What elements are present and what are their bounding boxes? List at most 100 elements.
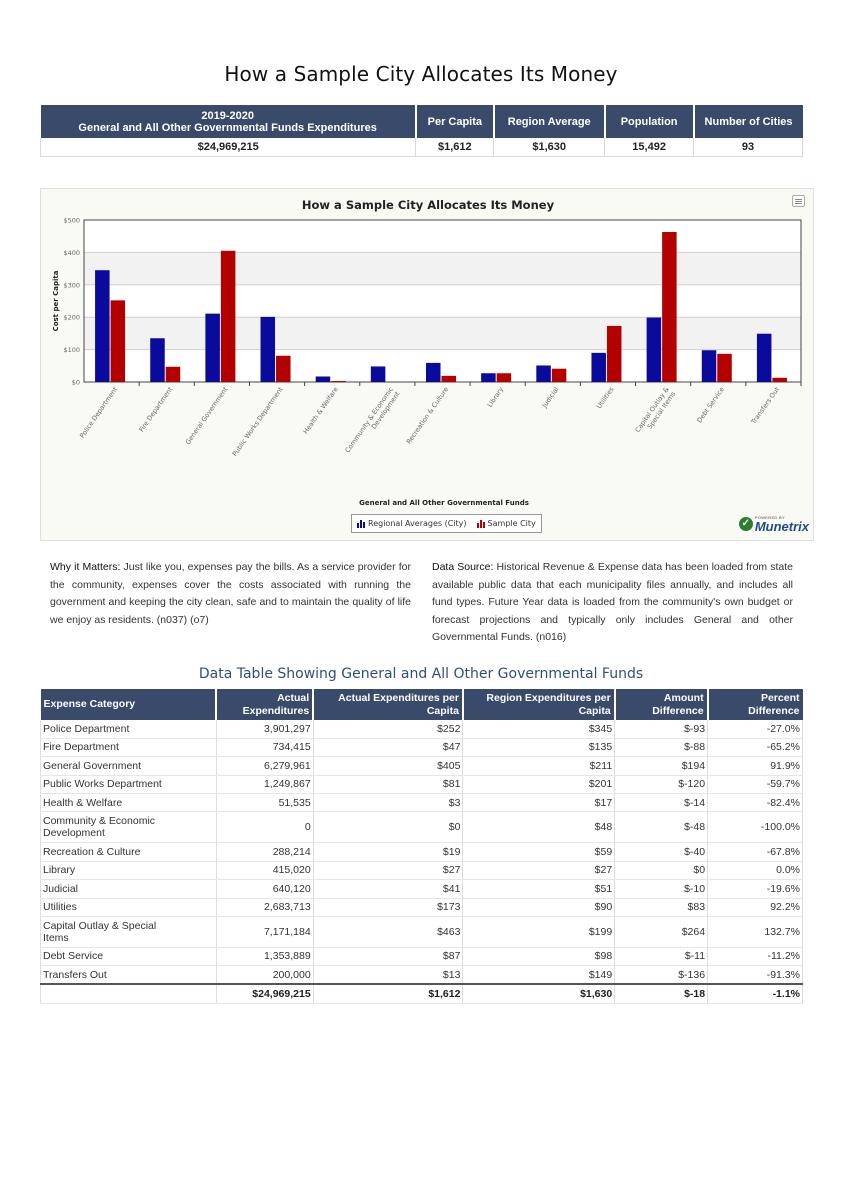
cell-percent: -65.2% xyxy=(707,738,803,758)
bar-chart: $0 $100 $200 $300 $400 $500 Police Department F… xyxy=(52,198,802,507)
table-row: Community & Economic Development 0 $0 $48 $-… xyxy=(40,811,803,844)
summary-number-of-cities-value: 93 xyxy=(693,138,803,157)
cell-category: Capital Outlay & Special Items xyxy=(40,916,217,949)
page-title: How a Sample City Allocates Its Money xyxy=(224,62,618,86)
cell-category: Utilities xyxy=(40,898,217,918)
summary-header-population: Population xyxy=(604,105,695,138)
bar-chart-icon xyxy=(357,519,365,528)
cell-actual: 415,020 xyxy=(216,861,314,881)
header-region-per-capita: Region Expenditures per Capita xyxy=(462,689,616,720)
checkmark-shield-icon: ✓ xyxy=(738,517,753,531)
legend-label-regional: Regional Averages (City) xyxy=(368,519,467,528)
cell-amount: $-14 xyxy=(614,793,709,813)
cell-actual: 7,171,184 xyxy=(216,916,314,949)
cell-amount: $264 xyxy=(614,916,709,949)
legend-item-regional[interactable]: Regional Averages (City) xyxy=(357,519,467,528)
data-table-body: Police Department 3,901,297 $252 $345 $-93 -2… xyxy=(40,720,803,1004)
cell-category: Public Works Department xyxy=(40,775,217,795)
cell-percent: -11.2% xyxy=(707,947,803,967)
table-row: Public Works Department 1,249,867 $81 $201 $… xyxy=(40,775,803,795)
data-table: Expense Category Actual Expenditures Actu… xyxy=(40,689,803,1004)
summary-per-capita-value: $1,612 xyxy=(415,138,495,157)
cell-category xyxy=(40,983,217,1004)
cell-actual: 640,120 xyxy=(216,879,314,899)
cell-region: $98 xyxy=(462,947,616,967)
plot-area xyxy=(84,220,801,382)
bar-regional xyxy=(701,350,717,382)
summary-header-expenditures: 2019-2020 General and All Other Governme… xyxy=(40,105,417,138)
summary-header-number-of-cities: Number of Cities xyxy=(693,105,803,138)
cell-percent: 0.0% xyxy=(707,861,803,881)
table-row: Health & Welfare 51,535 $3 $17 $-14 -82.4% xyxy=(40,793,803,813)
bar-regional xyxy=(260,316,276,382)
y-tick-label: $0 xyxy=(72,379,80,387)
header-actual-per-capita: Actual Expenditures per Capita xyxy=(313,689,464,720)
bar-regional xyxy=(370,366,386,382)
table-row: Library 415,020 $27 $27 $0 0.0% xyxy=(40,861,803,881)
bar-regional xyxy=(205,313,220,382)
x-tick-label: Utilities xyxy=(595,385,616,410)
cell-region: $1,630 xyxy=(462,983,616,1004)
cell-per-capita: $13 xyxy=(313,965,464,985)
cell-percent: -59.7% xyxy=(707,775,803,795)
y-tick-label: $100 xyxy=(63,346,80,354)
grid-band xyxy=(84,317,801,350)
y-tick-label: $200 xyxy=(63,314,80,322)
x-tick-label: Police Department xyxy=(78,385,119,439)
cell-actual: 3,901,297 xyxy=(216,720,314,739)
cell-actual: 734,415 xyxy=(216,738,314,758)
table-row: Fire Department 734,415 $47 $135 $-88 -65.2% xyxy=(40,738,803,758)
bar-regional xyxy=(591,352,606,382)
bar-regional xyxy=(315,376,331,382)
logo-name: Munetrix xyxy=(754,519,809,534)
x-tick-label: Fire Department xyxy=(137,385,174,433)
cell-per-capita: $405 xyxy=(313,756,464,776)
cell-category: Police Department xyxy=(40,720,217,739)
bar-regional xyxy=(95,270,110,382)
header-percent-difference: Percent Difference xyxy=(707,689,803,720)
cell-per-capita: $27 xyxy=(313,861,464,881)
cell-actual: 288,214 xyxy=(216,842,314,862)
cell-amount: $-136 xyxy=(614,965,709,985)
cell-amount: $-10 xyxy=(614,879,709,899)
y-tick-label: $400 xyxy=(63,249,80,257)
cell-amount: $-120 xyxy=(614,775,709,795)
cell-per-capita: $47 xyxy=(313,738,464,758)
cell-region: $90 xyxy=(462,898,616,918)
munetrix-logo: ✓ POWERED BY Munetrix xyxy=(738,515,809,534)
y-tick-label: $300 xyxy=(63,281,80,289)
cell-category: Recreation & Culture xyxy=(40,842,217,862)
bar-regional xyxy=(646,317,662,382)
cell-per-capita: $173 xyxy=(313,898,464,918)
bar-regional xyxy=(481,373,496,382)
x-tick-label: Recreation & Culture xyxy=(405,386,450,446)
table-row: Capital Outlay & Special Items 7,171,184 $… xyxy=(40,916,803,949)
hamburger-menu-icon[interactable] xyxy=(792,195,805,207)
cell-region: $211 xyxy=(462,756,616,776)
chart-container: $0 $100 $200 $300 $400 $500 Police Department F… xyxy=(40,188,814,541)
cell-percent: -67.8% xyxy=(707,842,803,862)
data-source-paragraph: Data Source: Historical Revenue & Expens… xyxy=(432,559,793,647)
legend-item-sample-city[interactable]: Sample City xyxy=(476,519,536,528)
cell-percent: -82.4% xyxy=(707,793,803,813)
x-tick-label: Transfers Out xyxy=(749,385,781,426)
bar-sample-city xyxy=(276,355,291,382)
cell-actual: 51,535 xyxy=(216,793,314,813)
summary-expenditures-value: $24,969,215 xyxy=(39,138,417,157)
table-row: Recreation & Culture 288,214 $19 $59 $-40 -67… xyxy=(40,842,803,862)
data-table-title: Data Table Showing General and All Other… xyxy=(198,666,644,682)
table-row: Police Department 3,901,297 $252 $345 $-93 -2… xyxy=(40,720,803,739)
summary-header-year: 2019-2020 xyxy=(201,109,254,122)
cell-region: $59 xyxy=(462,842,616,862)
x-tick-label: Library xyxy=(486,385,506,408)
cell-percent: 132.7% xyxy=(707,916,803,949)
bar-sample-city xyxy=(662,231,677,382)
cell-amount: $0 xyxy=(614,861,709,881)
header-amount-difference: Amount Difference xyxy=(614,689,709,720)
bar-sample-city xyxy=(441,375,456,382)
bar-regional xyxy=(150,338,165,382)
cell-amount: $-48 xyxy=(614,811,709,844)
table-row: Transfers Out 200,000 $13 $149 $-136 -91.3% xyxy=(40,965,803,985)
bar-chart-icon xyxy=(476,519,485,528)
cell-amount: $-88 xyxy=(614,738,709,758)
